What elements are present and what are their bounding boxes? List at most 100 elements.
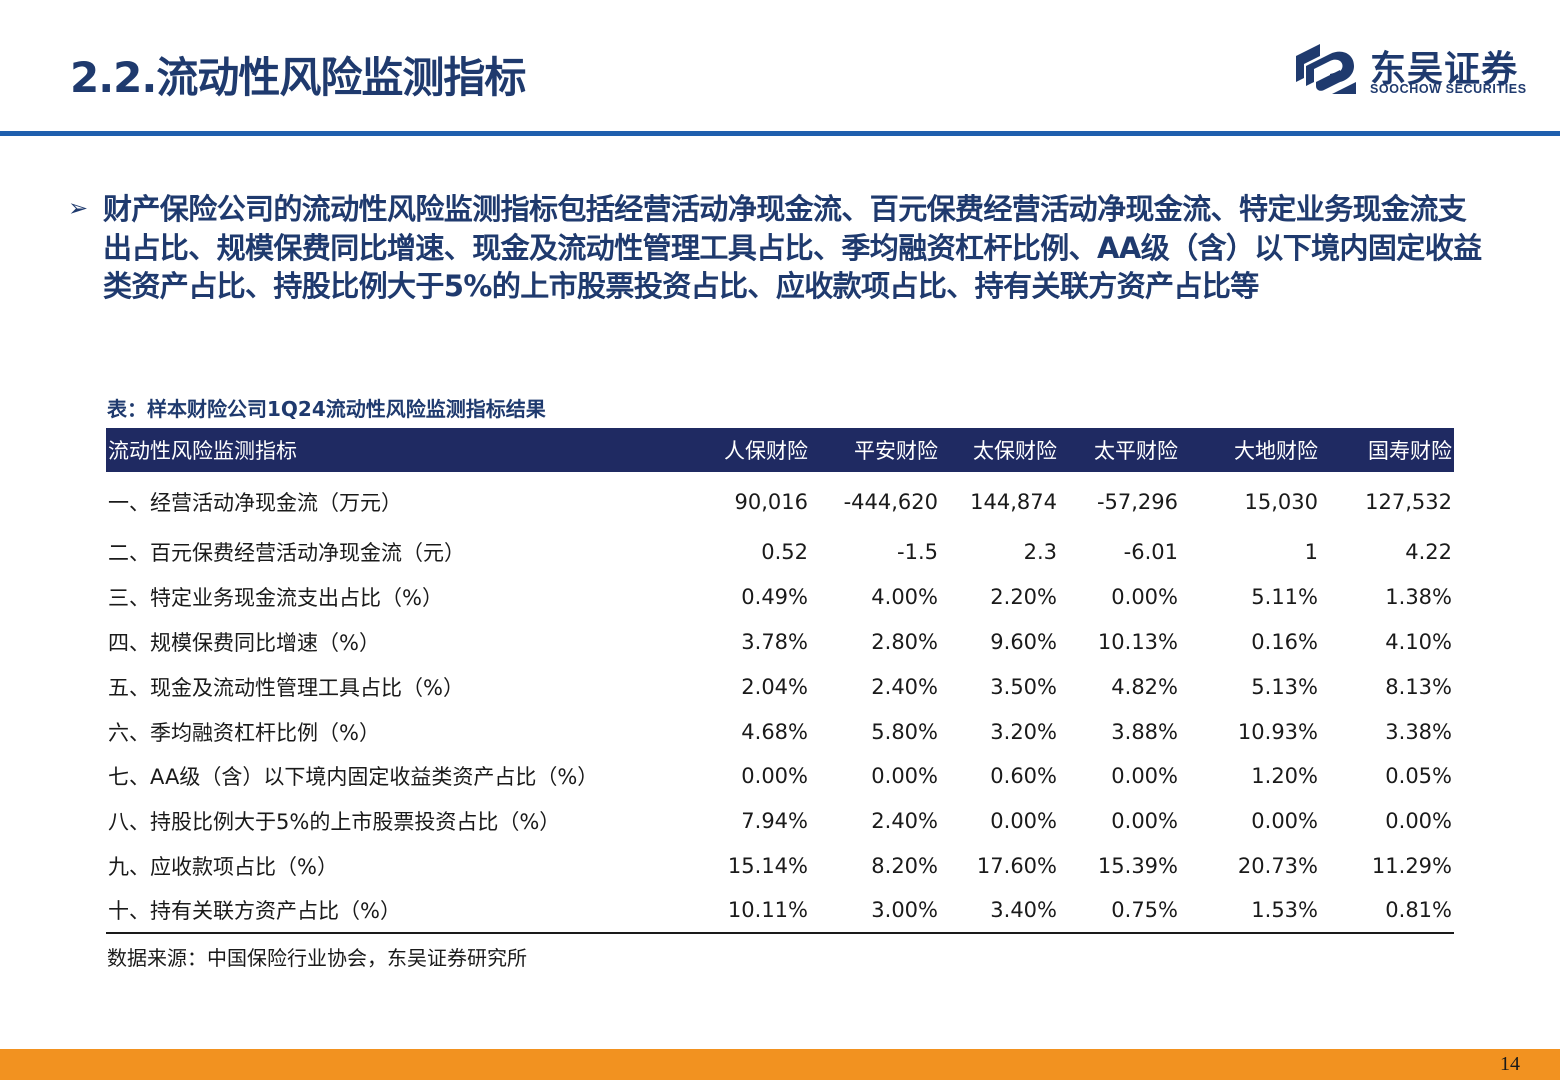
row-label: 七、AA级（含）以下境内固定收益类资产占比（%） [108,765,599,790]
table-cell: 7.94% [741,809,808,834]
table-cell: 10.11% [686,888,810,935]
row-label: 八、持股比例大于5%的上市股票投资占比（%） [108,810,561,835]
row-label: 六、季均融资杠杆比例（%） [108,720,380,745]
logo-name-cn: 东吴证券 [1370,49,1519,90]
table-row: 九、应收款项占比（%） 15.14% 8.20% 17.60% 15.39% 20.73%… [106,844,1454,889]
table-cell: 5.13% [1251,674,1318,699]
table-cell: 10.93% [1237,719,1318,744]
row-label: 十、持有关联方资产占比（%） [106,888,686,935]
table-row: 四、规模保费同比增速（%） 3.78% 2.80% 9.60% 10.13% 0.16% 4… [106,620,1454,665]
column-header: 流动性风险监测指标 [108,439,297,463]
table-cell: 15,030 [1244,490,1318,514]
table-row: 八、持股比例大于5%的上市股票投资占比（%） 7.94% 2.40% 0.00% 0.0… [106,799,1454,844]
company-logo: 东吴证券 SOOCHOW SECURITIES [1290,40,1540,98]
table-cell: 0.16% [1251,629,1318,654]
table-cell: 3.40% [940,888,1059,935]
column-header: 国寿财险 [1368,439,1452,463]
table-cell: 15.14% [727,853,808,878]
table-cell: 5.80% [871,719,938,744]
table-cell: 0.00% [1385,809,1452,834]
table-header-row: 流动性风险监测指标 人保财险 平安财险 太保财险 太平财险 大地财险 国寿财险 [106,428,1454,472]
row-label: 三、特定业务现金流支出占比（%） [108,586,443,611]
table-row: 六、季均融资杠杆比例（%） 4.68% 5.80% 3.20% 3.88% 10.93% 3… [106,709,1454,754]
column-header: 大地财险 [1234,439,1318,463]
table-cell: 1 [1304,540,1318,565]
table-cell: 3.38% [1385,719,1452,744]
table-cell: 5.11% [1251,585,1318,610]
table-cell: 3.20% [990,719,1057,744]
table-cell: 17.60% [976,853,1057,878]
source-note: 数据来源：中国保险行业协会，东吴证券研究所 [107,946,527,970]
table-cell: 3.88% [1111,719,1178,744]
table-cell: 0.52 [761,540,808,565]
table-cell: 144,874 [970,490,1057,514]
summary-bullet: ➢ 财产保险公司的流动性风险监测指标包括经营活动净现金流、百元保费经营活动净现金… [68,190,1488,306]
header-divider [0,131,1560,136]
row-label: 九、应收款项占比（%） [108,854,338,879]
table-cell: 2.80% [871,629,938,654]
table-row: 二、百元保费经营活动净现金流（元） 0.52 -1.5 2.3 -6.01 1 4.22 [106,530,1454,575]
table-cell: 4.68% [741,719,808,744]
table-row: 十、持有关联方资产占比（%） 10.11% 3.00% 3.40% 0.75% 1.53%… [106,888,1454,935]
logo-name-en: SOOCHOW SECURITIES [1370,82,1527,96]
soochow-logo-icon [1296,44,1356,94]
table-cell: 0.00% [871,764,938,789]
row-label: 四、规模保费同比增速（%） [108,630,380,655]
table-cell: 2.40% [871,674,938,699]
table-cell: 2.3 [1023,540,1057,565]
table-cell: 90,016 [734,490,808,514]
table-cell: 10.13% [1097,629,1178,654]
table-cell: 3.50% [990,674,1057,699]
column-header: 平安财险 [854,439,938,463]
table-cell: 2.20% [990,585,1057,610]
table-cell: 9.60% [990,629,1057,654]
table-cell: 127,532 [1365,490,1452,514]
footer-bar [0,1049,1560,1080]
table-cell: 3.00% [810,888,940,935]
table-cell: -1.5 [897,540,938,565]
table-cell: -444,620 [843,490,938,514]
table-cell: 0.00% [741,764,808,789]
column-header: 人保财险 [724,439,808,463]
table-cell: 20.73% [1237,853,1318,878]
column-header: 太平财险 [1094,439,1178,463]
column-header: 太保财险 [973,439,1057,463]
table-row: 一、经营活动净现金流（万元） 90,016 -444,620 144,874 -57,2… [106,472,1454,530]
table-caption: 表：样本财险公司1Q24流动性风险监测指标结果 [107,397,546,421]
table-row: 三、特定业务现金流支出占比（%） 0.49% 4.00% 2.20% 0.00% 5.11… [106,575,1454,620]
table-cell: -6.01 [1123,540,1178,565]
table-cell: 1.20% [1251,764,1318,789]
table-cell: 4.10% [1385,629,1452,654]
table-cell: 4.00% [871,585,938,610]
table-cell: 8.20% [871,853,938,878]
table-cell: 0.81% [1320,888,1454,935]
table-cell: -57,296 [1096,490,1178,514]
table-row: 五、现金及流动性管理工具占比（%） 2.04% 2.40% 3.50% 4.82% 5.1… [106,664,1454,709]
table-cell: 4.22 [1405,540,1452,565]
row-label: 五、现金及流动性管理工具占比（%） [108,675,464,700]
table-cell: 1.38% [1385,585,1452,610]
table-cell: 15.39% [1097,853,1178,878]
table-cell: 1.53% [1180,888,1320,935]
table-cell: 2.40% [871,809,938,834]
summary-text: 财产保险公司的流动性风险监测指标包括经营活动净现金流、百元保费经营活动净现金流、… [103,192,1482,303]
table-cell: 0.00% [990,809,1057,834]
metrics-table: 流动性风险监测指标 人保财险 平安财险 太保财险 太平财险 大地财险 国寿财险 … [106,428,1454,935]
table-cell: 0.00% [1111,809,1178,834]
table-row: 七、AA级（含）以下境内固定收益类资产占比（%） 0.00% 0.00% 0.60% 0… [106,754,1454,799]
page-number: 14 [1500,1053,1520,1075]
table-cell: 0.00% [1111,764,1178,789]
table-cell: 0.60% [990,764,1057,789]
table-cell: 0.00% [1111,585,1178,610]
row-label: 二、百元保费经营活动净现金流（元） [108,541,465,566]
row-label: 一、经营活动净现金流（万元） [108,491,402,515]
table-cell: 3.78% [741,629,808,654]
table-cell: 4.82% [1111,674,1178,699]
table-cell: 0.05% [1385,764,1452,789]
table-cell: 0.00% [1251,809,1318,834]
table-cell: 0.75% [1059,888,1180,935]
table-cell: 0.49% [741,585,808,610]
table-cell: 8.13% [1385,674,1452,699]
table-body: 一、经营活动净现金流（万元） 90,016 -444,620 144,874 -57,2… [106,472,1454,935]
table-cell: 11.29% [1371,853,1452,878]
